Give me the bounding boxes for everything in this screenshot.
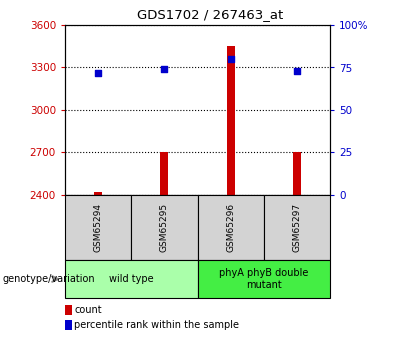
Text: GSM65294: GSM65294 [94,203,102,252]
Text: phyA phyB double
mutant: phyA phyB double mutant [219,268,308,290]
Bar [227,46,235,195]
Bar [94,192,102,195]
Bar [160,152,168,195]
Point [161,67,168,72]
Text: GDS1702 / 267463_at: GDS1702 / 267463_at [137,8,283,21]
Point [95,70,102,75]
Bar [293,152,301,195]
Text: genotype/variation: genotype/variation [2,274,95,284]
Text: GSM65296: GSM65296 [226,203,235,252]
Text: wild type: wild type [109,274,154,284]
Text: GSM65295: GSM65295 [160,203,169,252]
Point [294,68,300,74]
Text: percentile rank within the sample: percentile rank within the sample [74,320,239,330]
Text: count: count [74,305,102,315]
Point [227,56,234,62]
Text: GSM65297: GSM65297 [292,203,302,252]
